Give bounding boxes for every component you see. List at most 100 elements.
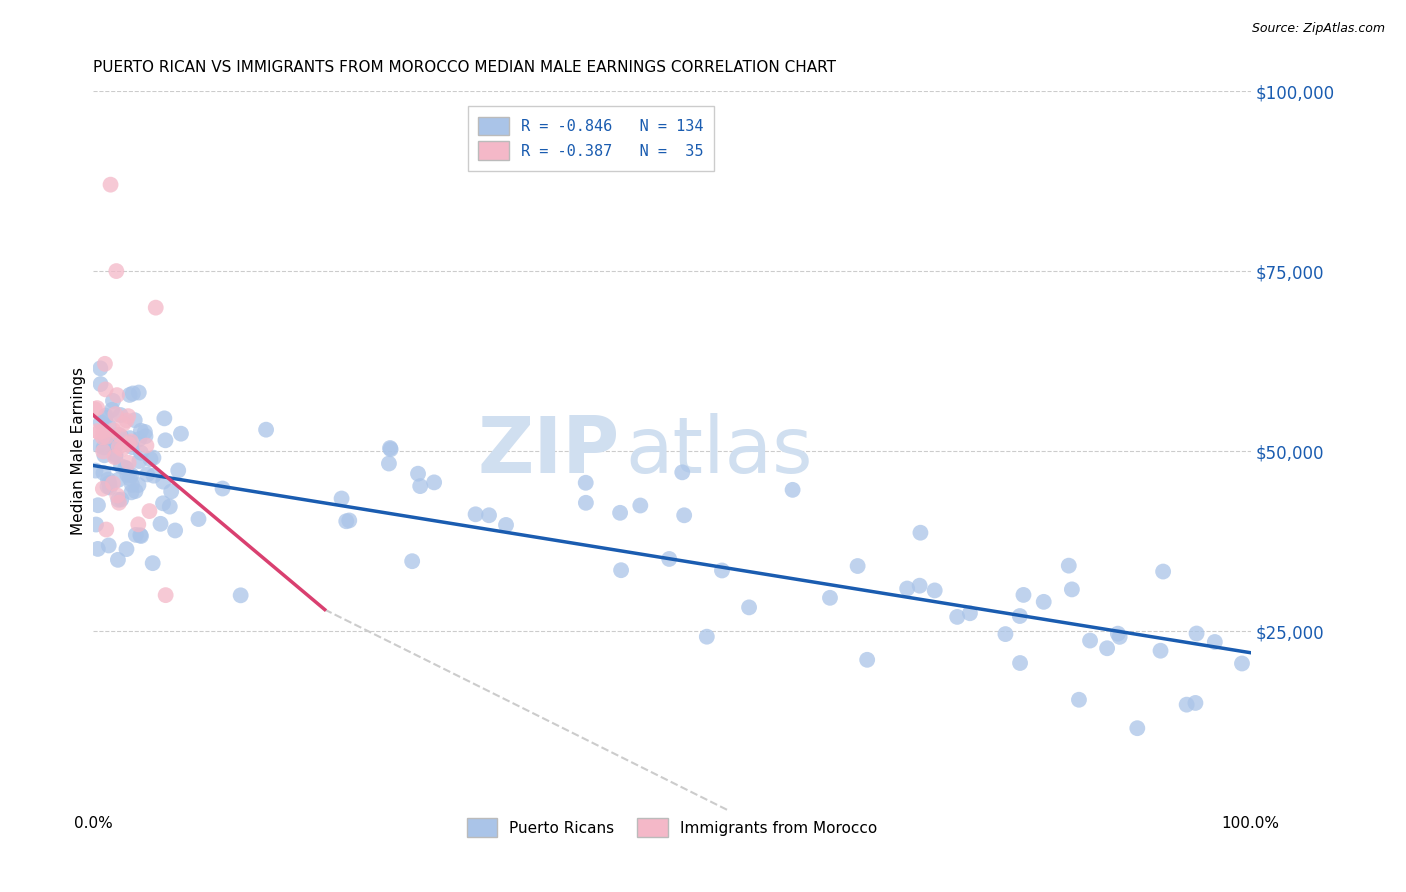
Point <box>118 431 141 445</box>
Point <box>124 483 146 498</box>
Point <box>111 442 134 457</box>
Point <box>229 588 252 602</box>
Point <box>87 425 110 440</box>
Point <box>159 500 181 514</box>
Point <box>135 438 157 452</box>
Point <box>155 434 177 448</box>
Point <box>128 385 150 400</box>
Point <box>409 479 432 493</box>
Point <box>117 467 139 482</box>
Point <box>170 426 193 441</box>
Point <box>464 508 486 522</box>
Point <box>142 468 165 483</box>
Point <box>910 525 932 540</box>
Point <box>846 559 869 574</box>
Point <box>101 435 124 450</box>
Point <box>155 588 177 602</box>
Point <box>994 627 1017 641</box>
Point <box>118 435 141 450</box>
Point <box>103 423 125 437</box>
Point <box>120 467 142 482</box>
Point <box>93 441 115 455</box>
Point <box>142 450 165 465</box>
Point <box>406 467 429 481</box>
Point <box>117 456 139 470</box>
Legend: Puerto Ricans, Immigrants from Morocco: Puerto Ricans, Immigrants from Morocco <box>460 813 883 843</box>
Point <box>87 498 110 512</box>
Point <box>1149 644 1171 658</box>
Point <box>104 450 127 464</box>
Point <box>658 552 681 566</box>
Point <box>121 485 143 500</box>
Point <box>401 554 423 568</box>
Point <box>94 409 117 423</box>
Point <box>152 475 174 489</box>
Point <box>84 464 107 478</box>
Point <box>107 427 129 442</box>
Point <box>86 424 108 438</box>
Point <box>91 482 114 496</box>
Point <box>94 357 117 371</box>
Point <box>115 542 138 557</box>
Point <box>108 428 131 442</box>
Point <box>711 564 734 578</box>
Point <box>1107 626 1129 640</box>
Point <box>100 178 122 192</box>
Point <box>1067 692 1090 706</box>
Point <box>136 467 159 482</box>
Point <box>946 610 969 624</box>
Point <box>671 466 693 480</box>
Point <box>87 438 110 452</box>
Point <box>134 429 156 443</box>
Point <box>423 475 446 490</box>
Point <box>110 459 132 474</box>
Point <box>160 484 183 499</box>
Point <box>575 475 598 490</box>
Point <box>129 446 152 460</box>
Point <box>91 444 114 458</box>
Point <box>94 430 117 444</box>
Point <box>1126 721 1149 735</box>
Point <box>1095 641 1118 656</box>
Point <box>187 512 209 526</box>
Point <box>105 264 128 278</box>
Point <box>104 447 127 461</box>
Point <box>924 583 946 598</box>
Point <box>125 528 148 542</box>
Point <box>107 553 129 567</box>
Point <box>335 514 357 528</box>
Point <box>84 517 107 532</box>
Text: atlas: atlas <box>626 413 813 489</box>
Point <box>120 434 142 449</box>
Point <box>104 407 127 421</box>
Point <box>105 388 128 402</box>
Point <box>110 430 132 444</box>
Point <box>165 524 187 538</box>
Point <box>380 442 402 457</box>
Point <box>575 496 598 510</box>
Point <box>959 606 981 620</box>
Point <box>738 600 761 615</box>
Point <box>378 441 401 455</box>
Point <box>98 475 121 490</box>
Point <box>86 401 108 416</box>
Point <box>1010 656 1032 670</box>
Point <box>93 448 115 462</box>
Point <box>129 529 152 543</box>
Point <box>118 471 141 485</box>
Point <box>89 361 111 376</box>
Point <box>1184 696 1206 710</box>
Point <box>118 388 141 402</box>
Point <box>93 466 115 480</box>
Point <box>1057 558 1080 573</box>
Point <box>91 430 114 444</box>
Point <box>104 450 127 464</box>
Point <box>108 440 131 454</box>
Text: PUERTO RICAN VS IMMIGRANTS FROM MOROCCO MEDIAN MALE EARNINGS CORRELATION CHART: PUERTO RICAN VS IMMIGRANTS FROM MOROCCO … <box>93 60 837 75</box>
Point <box>673 508 696 523</box>
Point <box>128 454 150 468</box>
Point <box>1008 609 1031 624</box>
Point <box>97 418 120 433</box>
Point <box>152 496 174 510</box>
Point <box>118 437 141 451</box>
